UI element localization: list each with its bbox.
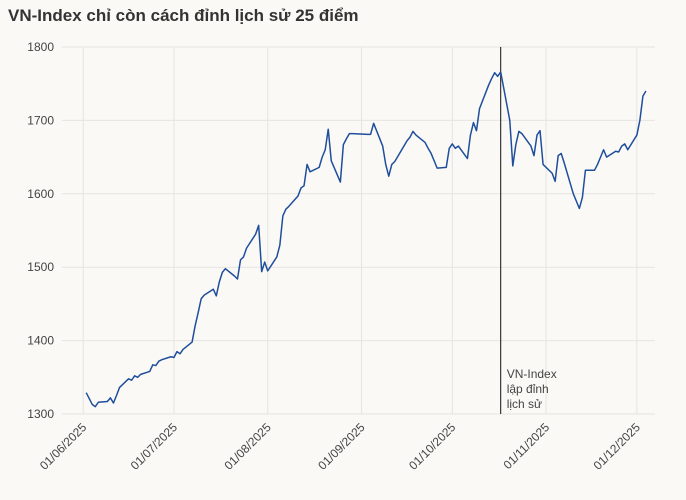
x-tick-label: 01/09/2025	[315, 420, 368, 473]
annotation-text: VN-Index	[507, 367, 557, 381]
x-tick-label: 01/08/2025	[221, 420, 274, 473]
x-tick-label: 01/12/2025	[591, 420, 644, 473]
y-tick-label: 1300	[27, 407, 54, 421]
line-series	[85, 71, 647, 408]
annotation-text: lịch sử	[507, 397, 542, 411]
y-tick-label: 1700	[27, 113, 54, 127]
y-tick-label: 1500	[27, 260, 54, 274]
y-tick-label: 1600	[27, 187, 54, 201]
annotation-text: lập đỉnh	[507, 382, 549, 396]
x-tick-label: 01/11/2025	[500, 420, 552, 472]
x-tick-label: 01/07/2025	[128, 420, 181, 473]
y-tick-label: 1800	[27, 40, 54, 54]
chart-title: VN-Index chỉ còn cách đỉnh lịch sử 25 đi…	[8, 6, 359, 25]
x-tick-label: 01/10/2025	[406, 420, 459, 473]
y-tick-label: 1400	[27, 334, 54, 348]
x-tick-label: 01/06/2025	[37, 420, 90, 473]
